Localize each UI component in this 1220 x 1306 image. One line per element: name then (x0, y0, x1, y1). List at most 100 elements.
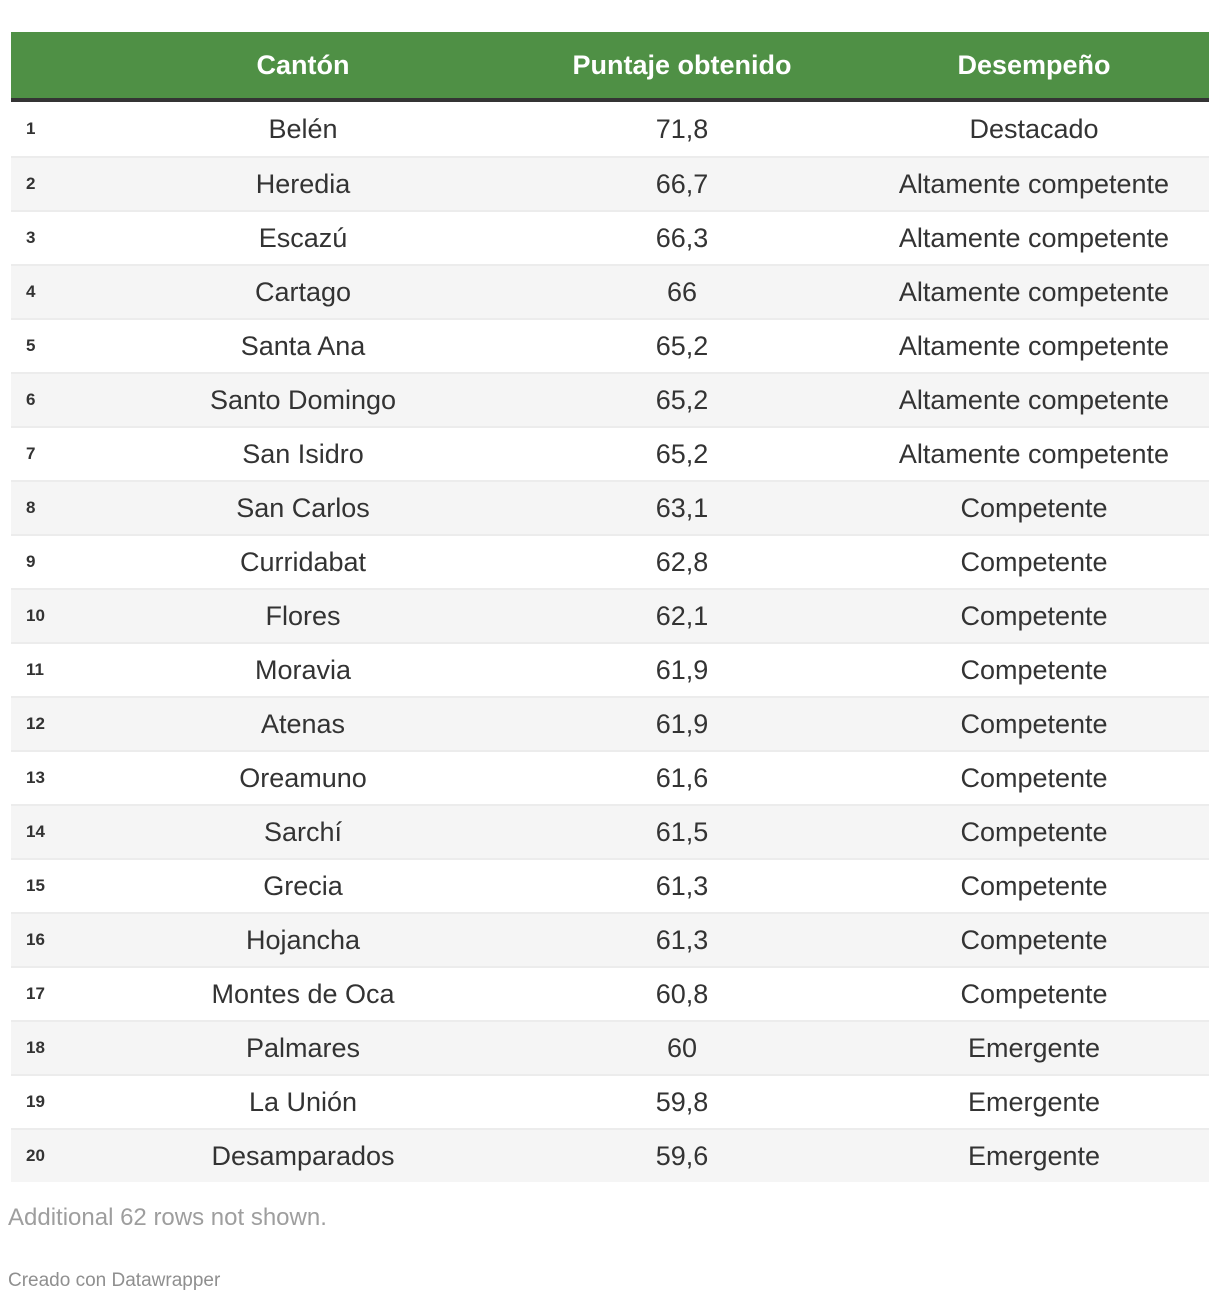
header-rank (11, 32, 101, 102)
row-canton: Escazú (101, 210, 505, 264)
row-canton: Oreamuno (101, 750, 505, 804)
table-row: 8 San Carlos 63,1 Competente (11, 480, 1209, 534)
table-row: 6 Santo Domingo 65,2 Altamente competent… (11, 372, 1209, 426)
row-score: 61,6 (505, 750, 859, 804)
row-rank: 11 (11, 642, 101, 696)
table-header-row: Cantón Puntaje obtenido Desempeño (11, 32, 1209, 102)
row-performance: Emergente (859, 1020, 1209, 1074)
row-canton: Santo Domingo (101, 372, 505, 426)
row-score: 61,3 (505, 858, 859, 912)
row-rank: 7 (11, 426, 101, 480)
ranking-table-container: Cantón Puntaje obtenido Desempeño 1 Belé… (11, 32, 1209, 1182)
row-rank: 15 (11, 858, 101, 912)
row-performance: Competente (859, 750, 1209, 804)
row-rank: 10 (11, 588, 101, 642)
table-row: 15 Grecia 61,3 Competente (11, 858, 1209, 912)
row-score: 63,1 (505, 480, 859, 534)
row-canton: Belén (101, 102, 505, 156)
table-row: 3 Escazú 66,3 Altamente competente (11, 210, 1209, 264)
row-rank: 5 (11, 318, 101, 372)
row-canton: Hojancha (101, 912, 505, 966)
row-rank: 3 (11, 210, 101, 264)
row-rank: 17 (11, 966, 101, 1020)
row-performance: Altamente competente (859, 426, 1209, 480)
row-score: 61,3 (505, 912, 859, 966)
datawrapper-attribution-link[interactable]: Creado con Datawrapper (8, 1270, 221, 1291)
row-performance: Altamente competente (859, 156, 1209, 210)
row-canton: Sarchí (101, 804, 505, 858)
row-rank: 6 (11, 372, 101, 426)
row-rank: 8 (11, 480, 101, 534)
row-canton: San Isidro (101, 426, 505, 480)
table-row: 20 Desamparados 59,6 Emergente (11, 1128, 1209, 1182)
row-rank: 2 (11, 156, 101, 210)
row-canton: Curridabat (101, 534, 505, 588)
table-row: 9 Curridabat 62,8 Competente (11, 534, 1209, 588)
table-row: 11 Moravia 61,9 Competente (11, 642, 1209, 696)
header-desempeno: Desempeño (859, 32, 1209, 102)
row-rank: 13 (11, 750, 101, 804)
table-row: 1 Belén 71,8 Destacado (11, 102, 1209, 156)
row-rank: 20 (11, 1128, 101, 1182)
table-row: 18 Palmares 60 Emergente (11, 1020, 1209, 1074)
row-score: 65,2 (505, 372, 859, 426)
row-canton: Montes de Oca (101, 966, 505, 1020)
table-row: 2 Heredia 66,7 Altamente competente (11, 156, 1209, 210)
table-row: 19 La Unión 59,8 Emergente (11, 1074, 1209, 1128)
row-performance: Competente (859, 696, 1209, 750)
row-performance: Altamente competente (859, 372, 1209, 426)
row-rank: 16 (11, 912, 101, 966)
row-canton: Heredia (101, 156, 505, 210)
row-rank: 18 (11, 1020, 101, 1074)
row-rank: 9 (11, 534, 101, 588)
row-rank: 1 (11, 102, 101, 156)
row-performance: Competente (859, 966, 1209, 1020)
row-score: 59,6 (505, 1128, 859, 1182)
row-canton: Moravia (101, 642, 505, 696)
row-performance: Altamente competente (859, 264, 1209, 318)
canton-ranking-table: Cantón Puntaje obtenido Desempeño 1 Belé… (11, 32, 1209, 1182)
row-score: 65,2 (505, 318, 859, 372)
row-canton: Flores (101, 588, 505, 642)
row-performance: Competente (859, 912, 1209, 966)
row-score: 62,1 (505, 588, 859, 642)
row-performance: Competente (859, 858, 1209, 912)
row-performance: Altamente competente (859, 210, 1209, 264)
table-row: 16 Hojancha 61,3 Competente (11, 912, 1209, 966)
row-score: 66,3 (505, 210, 859, 264)
table-row: 5 Santa Ana 65,2 Altamente competente (11, 318, 1209, 372)
row-score: 65,2 (505, 426, 859, 480)
row-performance: Competente (859, 480, 1209, 534)
row-score: 60 (505, 1020, 859, 1074)
table-row: 14 Sarchí 61,5 Competente (11, 804, 1209, 858)
row-canton: Palmares (101, 1020, 505, 1074)
row-score: 66 (505, 264, 859, 318)
row-performance: Emergente (859, 1128, 1209, 1182)
row-performance: Competente (859, 804, 1209, 858)
row-score: 71,8 (505, 102, 859, 156)
row-rank: 12 (11, 696, 101, 750)
table-row: 4 Cartago 66 Altamente competente (11, 264, 1209, 318)
row-score: 61,9 (505, 642, 859, 696)
row-score: 66,7 (505, 156, 859, 210)
row-canton: La Unión (101, 1074, 505, 1128)
row-performance: Destacado (859, 102, 1209, 156)
row-performance: Competente (859, 588, 1209, 642)
row-canton: Atenas (101, 696, 505, 750)
row-canton: Santa Ana (101, 318, 505, 372)
table-row: 13 Oreamuno 61,6 Competente (11, 750, 1209, 804)
table-row: 10 Flores 62,1 Competente (11, 588, 1209, 642)
table-row: 12 Atenas 61,9 Competente (11, 696, 1209, 750)
row-performance: Emergente (859, 1074, 1209, 1128)
header-canton: Cantón (101, 32, 505, 102)
header-puntaje: Puntaje obtenido (505, 32, 859, 102)
row-canton: Grecia (101, 858, 505, 912)
row-canton: Cartago (101, 264, 505, 318)
row-score: 62,8 (505, 534, 859, 588)
row-canton: Desamparados (101, 1128, 505, 1182)
row-performance: Competente (859, 642, 1209, 696)
row-score: 61,9 (505, 696, 859, 750)
row-performance: Altamente competente (859, 318, 1209, 372)
table-row: 7 San Isidro 65,2 Altamente competente (11, 426, 1209, 480)
row-rank: 19 (11, 1074, 101, 1128)
